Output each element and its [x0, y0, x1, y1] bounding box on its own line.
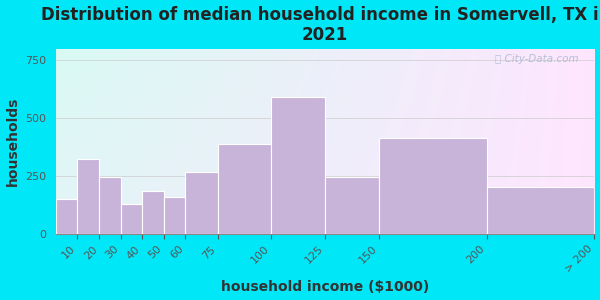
- Bar: [142, 191, 164, 234]
- Bar: [271, 98, 325, 234]
- Bar: [218, 144, 271, 234]
- Bar: [185, 172, 218, 234]
- X-axis label: household income ($1000): household income ($1000): [221, 280, 430, 294]
- Bar: [487, 187, 595, 234]
- Bar: [77, 159, 99, 234]
- Title: Distribution of median household income in Somervell, TX in
2021: Distribution of median household income …: [41, 6, 600, 44]
- Bar: [379, 138, 487, 234]
- Bar: [56, 200, 77, 234]
- Bar: [99, 177, 121, 234]
- Bar: [325, 177, 379, 234]
- Y-axis label: households: households: [5, 97, 20, 186]
- Text: ⓘ City-Data.com: ⓘ City-Data.com: [494, 54, 578, 64]
- Bar: [164, 197, 185, 234]
- Bar: [121, 204, 142, 234]
